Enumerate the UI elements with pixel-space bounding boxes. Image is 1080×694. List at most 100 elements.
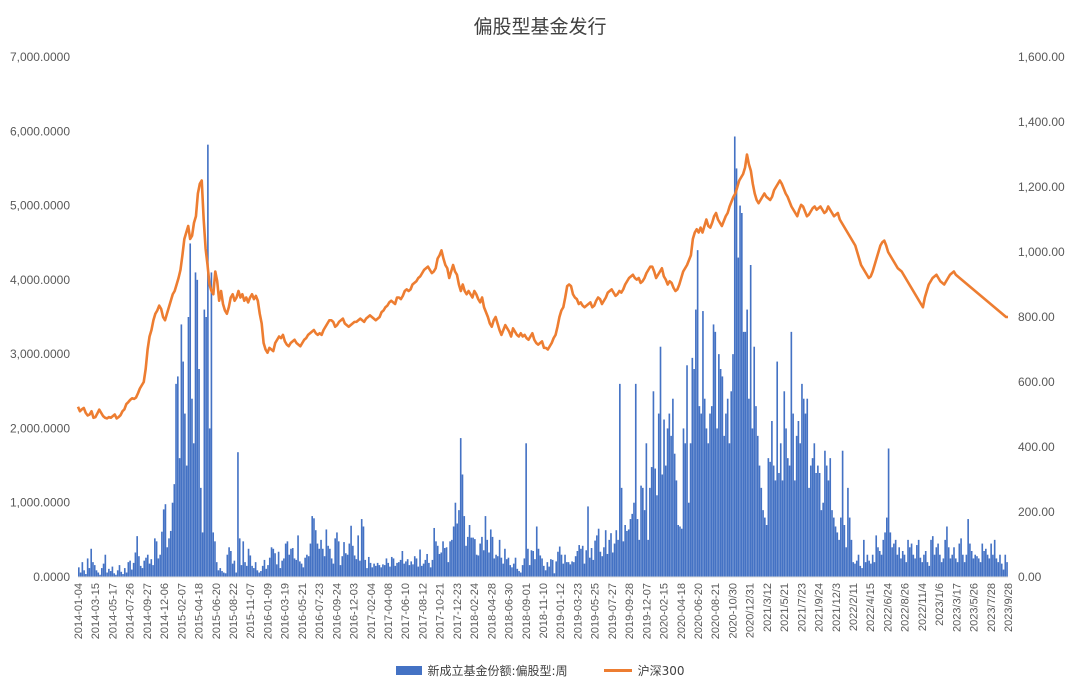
bar [919, 557, 922, 577]
bar [629, 519, 632, 577]
legend-item-line[interactable]: 沪深300 [603, 662, 685, 679]
bar [106, 572, 108, 577]
bar [293, 558, 296, 577]
bar [341, 556, 344, 577]
bar [180, 324, 183, 577]
bar [571, 561, 573, 577]
bar [348, 543, 351, 577]
bar [488, 552, 490, 577]
bar [210, 272, 213, 577]
bar [196, 279, 199, 577]
bar [702, 311, 704, 577]
bar [732, 354, 734, 577]
bar [152, 565, 154, 577]
bar [198, 369, 200, 577]
bar [493, 558, 496, 577]
bar [670, 435, 672, 577]
bar [765, 525, 768, 577]
right-axis-tick-label: 0.00 [1018, 570, 1042, 584]
bar [200, 487, 202, 577]
bar [923, 554, 925, 577]
bar [873, 562, 876, 577]
bar [228, 547, 230, 577]
bar [993, 539, 996, 577]
bar [696, 250, 699, 577]
bar [901, 551, 904, 577]
left-axis-tick-label: 6,000.0000 [10, 124, 70, 138]
bar [567, 562, 570, 577]
bar [596, 535, 598, 577]
bar [553, 573, 556, 577]
bar [893, 543, 895, 577]
bar [81, 562, 84, 577]
bar [951, 554, 954, 577]
bar [903, 554, 906, 577]
bar [748, 398, 750, 577]
bar [557, 551, 559, 577]
bar [321, 548, 324, 577]
x-axis-tick-label: 2015-08-22 [228, 583, 240, 639]
bar [627, 529, 630, 577]
x-axis-tick-label: 2017-10-21 [435, 583, 447, 639]
bar [390, 556, 393, 577]
bar [329, 548, 331, 577]
bar [461, 474, 464, 577]
left-axis-tick-label: 1,000.0000 [10, 496, 70, 510]
bar [852, 562, 855, 577]
bar [580, 548, 582, 577]
bar [992, 554, 994, 577]
bar [756, 435, 759, 577]
bar [141, 568, 144, 577]
bar [636, 519, 639, 577]
bar [562, 563, 565, 577]
x-axis-tick-label: 2014-07-26 [125, 583, 137, 639]
bar [878, 551, 881, 577]
bar [405, 561, 407, 577]
bar [836, 532, 839, 577]
bar [631, 513, 634, 577]
bar [500, 557, 503, 577]
bar [238, 538, 241, 577]
bar [794, 480, 796, 577]
bar [440, 552, 443, 577]
bar [944, 539, 946, 577]
bar [431, 559, 434, 577]
bar [673, 453, 676, 577]
bar [136, 536, 138, 577]
bar [132, 562, 135, 577]
bar [150, 559, 153, 577]
bar [820, 510, 823, 577]
bar [504, 548, 506, 577]
bar [325, 529, 328, 577]
chart-title: 偏股型基金发行 [473, 16, 607, 38]
bar [847, 487, 849, 577]
bar [969, 543, 971, 577]
right-axis-tick-label: 1,000.00 [1018, 245, 1065, 259]
bar [831, 510, 833, 577]
bar [247, 548, 250, 577]
bar [864, 562, 867, 577]
bar [935, 547, 938, 577]
bar [999, 554, 1001, 577]
bar [870, 563, 872, 577]
bar [332, 563, 335, 577]
x-axis-tick-label: 2022/2/11 [848, 583, 860, 631]
x-axis-tick-label: 2019-05-25 [590, 583, 602, 639]
bar [555, 561, 558, 577]
bar [1002, 569, 1005, 577]
bar [988, 558, 991, 577]
bar [806, 398, 809, 577]
bar [737, 257, 740, 577]
bar [587, 506, 589, 577]
legend-item-bar[interactable]: 新成立基金份额:偏股型:周 [395, 662, 568, 679]
bar [914, 558, 916, 577]
bar [687, 502, 690, 577]
bar [171, 502, 174, 577]
bar [314, 530, 317, 577]
bar [739, 205, 741, 577]
bar [300, 563, 303, 577]
bar [626, 530, 628, 577]
bar [597, 528, 600, 577]
bar [573, 562, 575, 577]
x-axis-tick-label: 2018-06-30 [504, 583, 516, 639]
